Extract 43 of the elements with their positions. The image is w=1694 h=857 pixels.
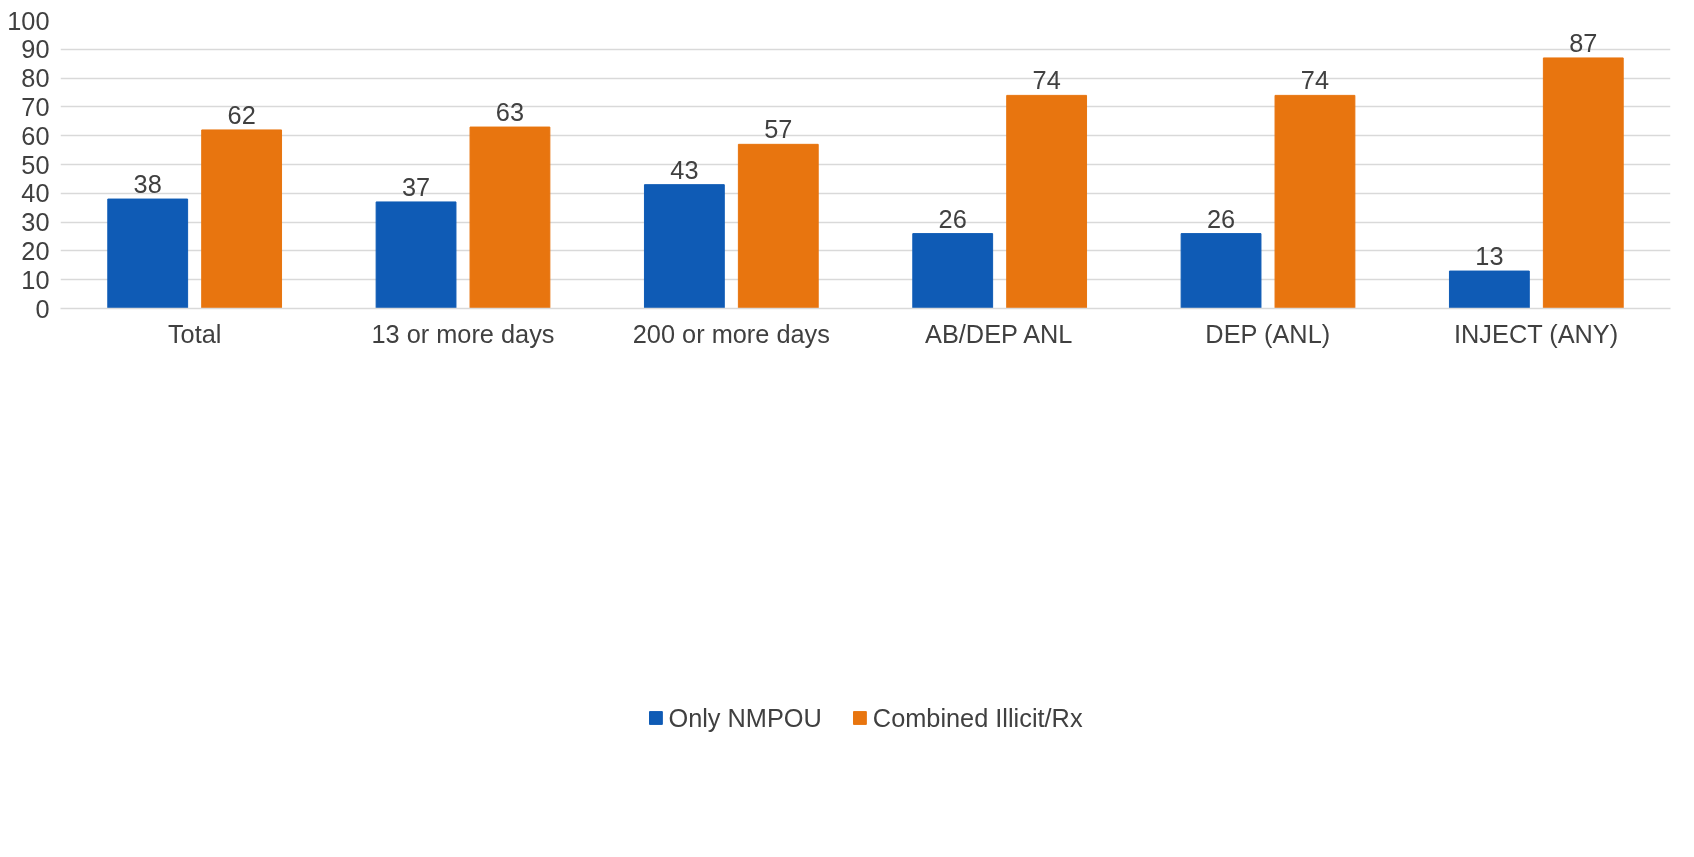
x-tick-label: 200 or more days [632, 319, 830, 348]
x-tick-label: 13 or more days [371, 319, 555, 348]
data-label: 43 [670, 155, 699, 184]
bar [1448, 270, 1530, 309]
legend-label: Combined Illicit/Rx [872, 703, 1083, 733]
x-tick-label: DEP (ANL) [1205, 319, 1331, 348]
bar [1180, 233, 1262, 309]
data-label: 57 [764, 115, 793, 144]
y-tick-label: 70 [21, 92, 50, 121]
bar [201, 129, 283, 309]
x-tick-label: AB/DEP ANL [925, 319, 1073, 348]
y-tick-label: 20 [21, 236, 50, 265]
x-tick-label: Total [167, 319, 222, 348]
data-label: 13 [1475, 242, 1504, 271]
y-tick-label: 10 [21, 265, 50, 294]
data-label: 26 [938, 204, 967, 233]
bar [643, 184, 725, 309]
data-label: 26 [1206, 204, 1236, 233]
y-tick-label: 50 [21, 150, 50, 179]
bar [375, 201, 457, 309]
data-label: 63 [495, 98, 525, 127]
data-label: 74 [1032, 66, 1061, 95]
x-tick-label: INJECT (ANY) [1454, 319, 1619, 348]
data-label: 62 [227, 100, 256, 129]
bar [737, 143, 819, 309]
data-label: 38 [133, 170, 162, 199]
legend-label: Only NMPOU [668, 703, 822, 733]
bar [469, 126, 551, 309]
bar [1274, 94, 1356, 309]
y-tick-label: 30 [21, 208, 50, 237]
y-tick-label: 90 [21, 35, 50, 64]
data-label: 37 [401, 172, 431, 201]
bar [1006, 94, 1088, 309]
data-label: 74 [1300, 66, 1330, 95]
y-tick-label: 60 [21, 121, 50, 150]
y-tick-label: 80 [21, 64, 50, 93]
y-tick-label: 0 [35, 294, 50, 323]
data-label: 87 [1569, 28, 1598, 57]
bar [912, 233, 994, 309]
y-tick-label: 100 [7, 6, 50, 35]
bar [1542, 57, 1624, 309]
y-tick-label: 40 [21, 179, 50, 208]
bar [107, 198, 189, 309]
